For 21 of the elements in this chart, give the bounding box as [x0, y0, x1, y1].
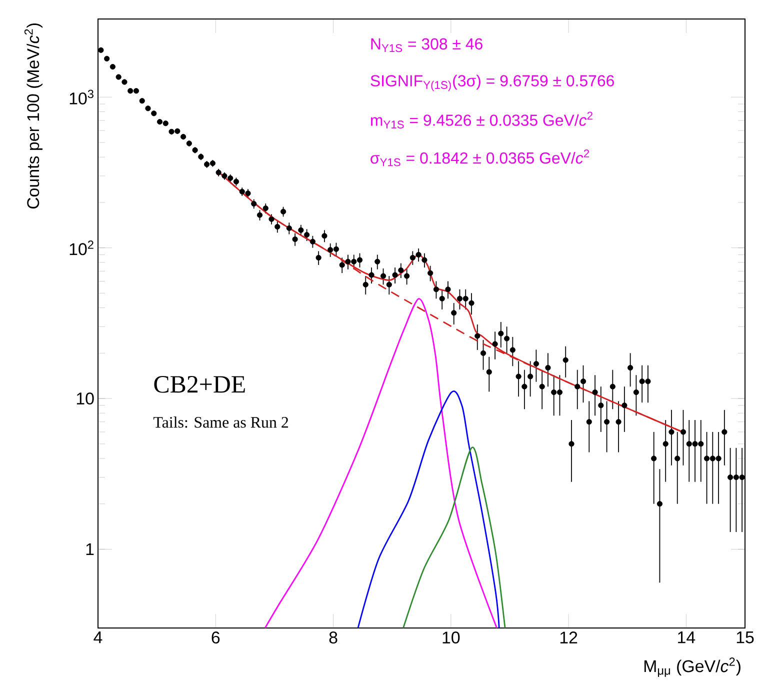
annotation: m$_{Υ1S}$ = 9.4526 ± 0.0335 GeV/c$^{2}$ [371, 112, 592, 128]
x-tick-label: 6 [212, 632, 220, 644]
annotation: σ$_{Υ1S}$ = 0.1842 ± 0.0365 GeV/c$^{2}$ [370, 149, 590, 166]
annotation: N$_{Υ1S}$ = 308 ± 46 [371, 38, 482, 52]
x-tick-label: 8 [329, 632, 338, 644]
x-tick-label: 12 [560, 632, 578, 644]
x-axis-title: M$_{μμ}$ (GeV/c$^{2}$) [644, 658, 740, 677]
y-tick-label: 10$^{3}$ [70, 90, 94, 104]
x-tick-label: 14 [678, 632, 696, 644]
annotation: SIGNIF$_{Υ(1S)}$(3σ) = 9.6759 ± 0.5766 [370, 74, 614, 92]
y-axis-title: Counts per 100 (MeV/c$^{2}$) [24, 24, 42, 209]
y-tick-label: 10 [76, 392, 94, 405]
x-tick-label: 10 [442, 632, 460, 644]
y-tick-label: 10$^{2}$ [70, 240, 94, 256]
annotation: Tails: Same as Run 2 [153, 416, 288, 428]
x-tick-label: 15 [736, 632, 754, 644]
x-tick-label: 4 [94, 632, 102, 644]
line-series [402, 447, 506, 628]
line-series [357, 390, 500, 628]
y-tick-label: 1 [86, 543, 94, 556]
annotation: CB2+DE [154, 376, 245, 393]
